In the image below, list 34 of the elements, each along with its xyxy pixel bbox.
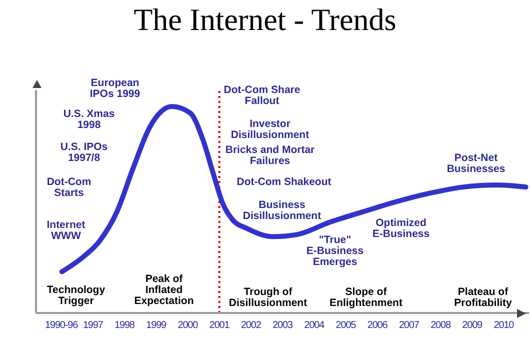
x-tick-label: 2007 — [398, 320, 420, 332]
x-tick-label: 2001 — [209, 320, 230, 332]
x-tick-label: 1990-96 — [45, 320, 79, 332]
x-tick-label: 2006 — [367, 320, 388, 332]
x-tick-label: 1997 — [82, 320, 104, 332]
x-tick-label: 2008 — [430, 320, 452, 332]
annotation: Dot-Com Starts — [46, 176, 92, 199]
x-tick-label: 2009 — [462, 320, 484, 332]
annotation: U.S. IPOs 1997/8 — [60, 141, 108, 164]
chart-title: The Internet - Trends — [132, 2, 398, 38]
x-tick-label: 1999 — [146, 320, 168, 332]
annotation: Plateau of Profitability — [454, 286, 512, 309]
annotation: Trough of Disillusionment — [228, 286, 308, 309]
annotation: Optimized E-Business — [372, 217, 430, 240]
text: European IPOs 1999 — [90, 77, 140, 100]
x-tick-label: 2010 — [494, 320, 515, 332]
x-tick-label: 2000 — [178, 320, 199, 332]
x-tick-label: 2002 — [240, 320, 262, 332]
annotation: Internet WWW — [46, 219, 86, 242]
annotation: Business Disillusionment — [242, 199, 322, 222]
x-tick-label: 1998 — [114, 320, 136, 332]
annotation: U.S. Xmas 1998 — [63, 108, 115, 131]
x-tick-label: 2005 — [336, 320, 357, 332]
annotation: Bricks and Mortar Failures — [225, 144, 315, 167]
annotation: "True" E-Business Emerges — [306, 234, 364, 268]
annotation: Post-Net Businesses — [446, 152, 506, 175]
annotation: Slope of Enlightenment — [330, 286, 403, 309]
annotation: Peak of Inflated Expectation — [134, 273, 194, 307]
annotation: Investor Disillusionment — [230, 118, 310, 141]
x-tick-label: 2004 — [304, 320, 326, 332]
annotation: Technology Trigger — [46, 284, 106, 307]
annotation: Dot-Com Shakeout — [236, 176, 332, 188]
x-tick-label: 2003 — [272, 320, 294, 332]
annotation: Dot-Com Share Fallout — [224, 84, 300, 107]
